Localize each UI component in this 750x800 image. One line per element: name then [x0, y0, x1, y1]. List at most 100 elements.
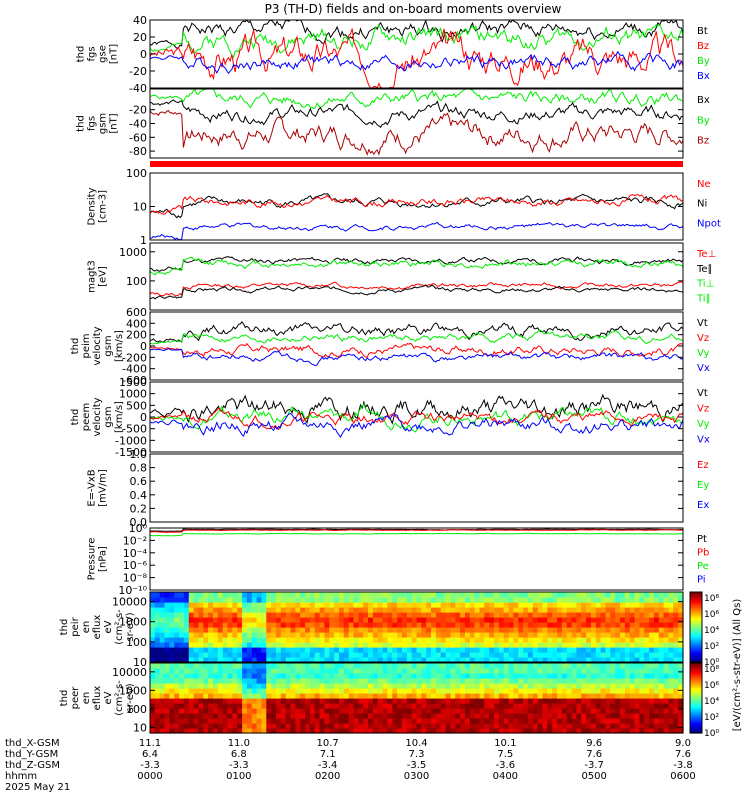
series-Ne	[149, 193, 684, 215]
spectrogram-cell	[251, 597, 258, 603]
spectrogram-cell	[213, 718, 219, 724]
spectrogram-cell	[242, 622, 248, 628]
spectrogram-cell	[532, 597, 539, 603]
spectrogram-cell	[620, 647, 626, 653]
spectrogram-cell	[392, 713, 398, 719]
spectrogram-cell	[421, 683, 427, 689]
x-axis-value: -3.3	[229, 760, 249, 771]
spectrogram-cell	[339, 703, 345, 709]
spectrogram-cell	[339, 668, 345, 674]
spectrogram-cell	[295, 607, 301, 613]
spectrogram-cell	[445, 673, 451, 679]
spectrogram-cell	[314, 673, 321, 679]
spectrogram-cell	[237, 713, 243, 719]
spectrogram-cell	[183, 647, 190, 653]
spectrogram-cell	[179, 688, 185, 694]
spectrogram-cell	[537, 713, 543, 719]
spectrogram-cell	[440, 637, 447, 643]
spectrogram-cell	[678, 627, 684, 633]
spectrogram-cell	[242, 612, 248, 618]
spectrogram-cell	[358, 673, 364, 679]
spectrogram-cell	[644, 688, 650, 694]
spectrogram-cell	[639, 592, 645, 598]
legend-entry: Ne	[697, 179, 711, 190]
spectrogram-cell	[629, 708, 636, 714]
spectrogram-cell	[242, 642, 248, 648]
spectrogram-cell	[387, 627, 393, 633]
spectrogram-cell	[581, 698, 587, 704]
spectrogram-cell	[610, 647, 616, 653]
spectrogram-cell	[644, 642, 650, 648]
spectrogram-cell	[285, 597, 292, 603]
spectrogram-cell	[154, 647, 161, 653]
spectrogram-cell	[203, 683, 209, 689]
colorbar-cell	[690, 663, 702, 666]
spectrogram-cell	[343, 698, 350, 704]
spectrogram-cell	[435, 663, 442, 669]
spectrogram-cell	[460, 617, 466, 623]
spectrogram-cell	[246, 698, 253, 704]
spectrogram-cell	[547, 678, 553, 684]
spectrogram-cell	[460, 647, 466, 653]
spectrogram-cell	[455, 728, 461, 734]
x-axis-row-label: thd_X-GSM	[5, 738, 60, 749]
colorbar-cell	[690, 710, 702, 713]
spectrogram-cell	[426, 592, 432, 598]
spectrogram-cell	[334, 683, 340, 689]
spectrogram-cell	[561, 657, 568, 663]
spectrogram-cell	[368, 622, 374, 628]
spectrogram-cell	[663, 663, 669, 669]
spectrogram-cell	[445, 637, 451, 643]
spectrogram-cell	[339, 652, 345, 658]
spectrogram-cell	[300, 622, 306, 628]
spectrogram-cell	[639, 708, 645, 714]
spectrogram-cell	[377, 642, 384, 648]
spectrogram-cell	[465, 723, 471, 729]
spectrogram-cell	[319, 678, 325, 684]
spectrogram-cell	[290, 637, 296, 643]
spectrogram-cell	[523, 642, 529, 648]
x-axis-value: 10.4	[405, 738, 427, 749]
spectrogram-cell	[678, 668, 684, 674]
spectrogram-cell	[513, 708, 519, 714]
spectrogram-cell	[552, 657, 558, 663]
spectrogram-cell	[416, 617, 422, 623]
spectrogram-cell	[450, 647, 456, 653]
spectrogram-cell	[474, 632, 480, 638]
spectrogram-cell	[309, 607, 316, 613]
spectrogram-cell	[431, 713, 437, 719]
spectrogram-cell	[382, 632, 388, 638]
spectrogram-cell	[503, 622, 510, 628]
spectrogram-cell	[213, 708, 219, 714]
spectrogram-cell	[154, 688, 161, 694]
spectrogram-cell	[183, 693, 190, 699]
spectrogram-cell	[600, 663, 606, 669]
spectrogram-cell	[324, 657, 330, 663]
legend-entry: Ni	[697, 199, 707, 210]
spectrogram-cell	[421, 642, 427, 648]
spectrogram-cell	[208, 647, 214, 653]
spectrogram-cell	[673, 678, 679, 684]
spectrogram-cell	[397, 627, 403, 633]
spectrogram-cell	[421, 723, 427, 729]
y-tick-label: 0.8	[130, 462, 148, 475]
spectrogram-cell	[246, 632, 253, 638]
spectrogram-cell	[387, 678, 393, 684]
spectrogram-cell	[431, 698, 437, 704]
spectrogram-cell	[513, 657, 519, 663]
spectrogram-cell	[208, 637, 214, 643]
spectrogram-cell	[644, 673, 650, 679]
spectrogram-cell	[169, 597, 175, 603]
spectrogram-cell	[150, 713, 156, 719]
spectrogram-cell	[421, 597, 427, 603]
spectrogram-cell	[397, 637, 403, 643]
spectrogram-cell	[188, 723, 195, 729]
spectrogram-cell	[164, 647, 170, 653]
spectrogram-cell	[208, 652, 214, 658]
spectrogram-cell	[387, 723, 393, 729]
spectrogram-cell	[314, 632, 321, 638]
spectrogram-cell	[174, 713, 180, 719]
spectrogram-cell	[484, 708, 490, 714]
spectrogram-cell	[537, 657, 543, 663]
spectrogram-cell	[237, 652, 243, 658]
